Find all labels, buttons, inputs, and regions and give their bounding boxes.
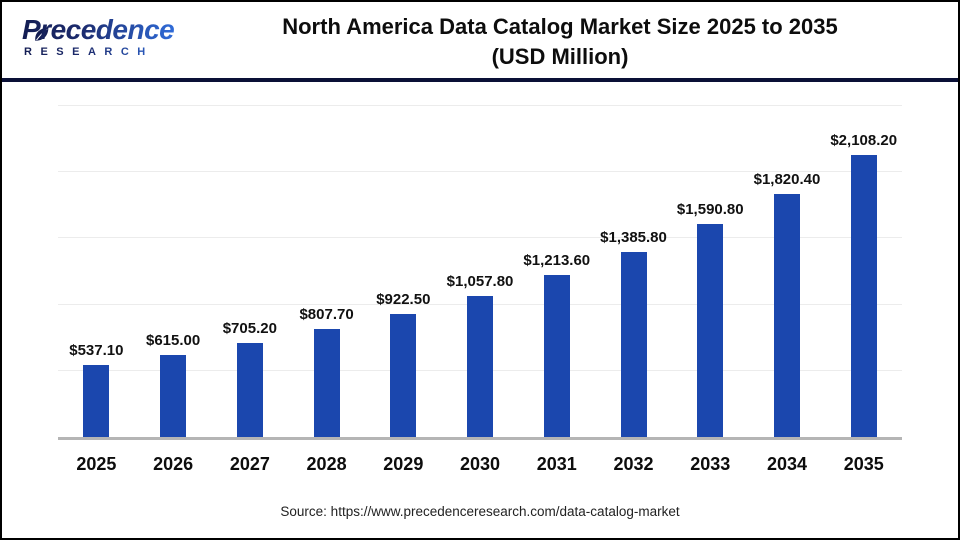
plot-area: $537.10 $615.00 $705.20 $807.70 $922.50 $1,05…: [58, 105, 902, 440]
bar-value-label: $705.20: [222, 320, 277, 337]
bar-value-label: $537.10: [69, 342, 124, 359]
bar-column: $615.00: [135, 106, 212, 437]
bar-chart: $537.10 $615.00 $705.20 $807.70 $922.50 $1,05…: [2, 105, 958, 475]
x-axis-label: 2027: [229, 454, 270, 474]
bar: [467, 296, 494, 437]
bar-column: $1,385.80: [595, 106, 672, 437]
bar: [697, 224, 724, 437]
bar-value-label: $1,590.80: [676, 201, 744, 218]
x-axis-label: 2025: [76, 454, 117, 474]
bar-column: $1,590.80: [672, 106, 749, 437]
bar-column: $922.50: [365, 106, 442, 437]
x-axis-label: 2035: [843, 454, 884, 474]
bar-column: $2,108.20: [825, 106, 902, 437]
bar-value-label: $1,385.80: [600, 229, 667, 246]
x-axis-label: 2032: [613, 454, 654, 474]
bar-value-label: $1,057.80: [446, 273, 514, 290]
bar: [160, 355, 187, 437]
bars-row: $537.10 $615.00 $705.20 $807.70 $922.50 $1,05…: [58, 106, 902, 437]
bar-value-label: $1,820.40: [753, 171, 821, 188]
bar-column: $807.70: [288, 106, 365, 437]
bar-column: $705.20: [211, 106, 288, 437]
bar-value-label: $1,213.60: [523, 252, 591, 269]
bar: [313, 329, 340, 437]
x-axis-label: 2029: [383, 454, 424, 474]
precedence-research-logo: Precedence RESEARCH: [20, 16, 175, 58]
x-axis-label: 2026: [153, 454, 194, 474]
gridline: [58, 105, 902, 106]
x-axis-row: 2025 2026 2027 2028 2029 2030 2031 2032 2033 2034…: [58, 454, 902, 475]
bar-value-label: $615.00: [145, 332, 201, 349]
source-text: Source: https://www.precedenceresearch.c…: [280, 504, 680, 519]
bar: [543, 275, 570, 437]
header: Precedence RESEARCH North America Data C…: [2, 2, 958, 82]
x-axis-label: 2031: [536, 454, 577, 474]
bar: [773, 194, 800, 437]
x-axis-label: 2028: [306, 454, 347, 474]
leaf-icon: [35, 27, 49, 41]
gridline: [58, 171, 902, 173]
x-axis-label: 2033: [690, 454, 731, 474]
logo-sub-text: RESEARCH: [20, 47, 170, 58]
x-axis-label: 2030: [460, 454, 501, 474]
bar: [850, 155, 877, 437]
bar: [236, 343, 263, 437]
gridline: [58, 237, 902, 239]
bar-column: $537.10: [58, 106, 135, 437]
bar-column: $1,213.60: [518, 106, 595, 437]
bar: [390, 314, 417, 437]
bar-value-label: $2,108.20: [830, 132, 898, 149]
logo-brand-text: Precedence: [22, 14, 175, 45]
bar: [620, 252, 647, 437]
chart-title-line2: (USD Million): [491, 44, 629, 69]
bar-column: $1,820.40: [749, 106, 826, 437]
chart-title: North America Data Catalog Market Size 2…: [172, 12, 948, 72]
bar-value-label: $922.50: [376, 291, 431, 308]
bar-column: $1,057.80: [442, 106, 519, 437]
chart-title-line1: North America Data Catalog Market Size 2…: [282, 14, 838, 39]
bar: [83, 365, 110, 437]
x-axis-label: 2034: [766, 454, 807, 474]
bar-value-label: $807.70: [299, 306, 354, 323]
